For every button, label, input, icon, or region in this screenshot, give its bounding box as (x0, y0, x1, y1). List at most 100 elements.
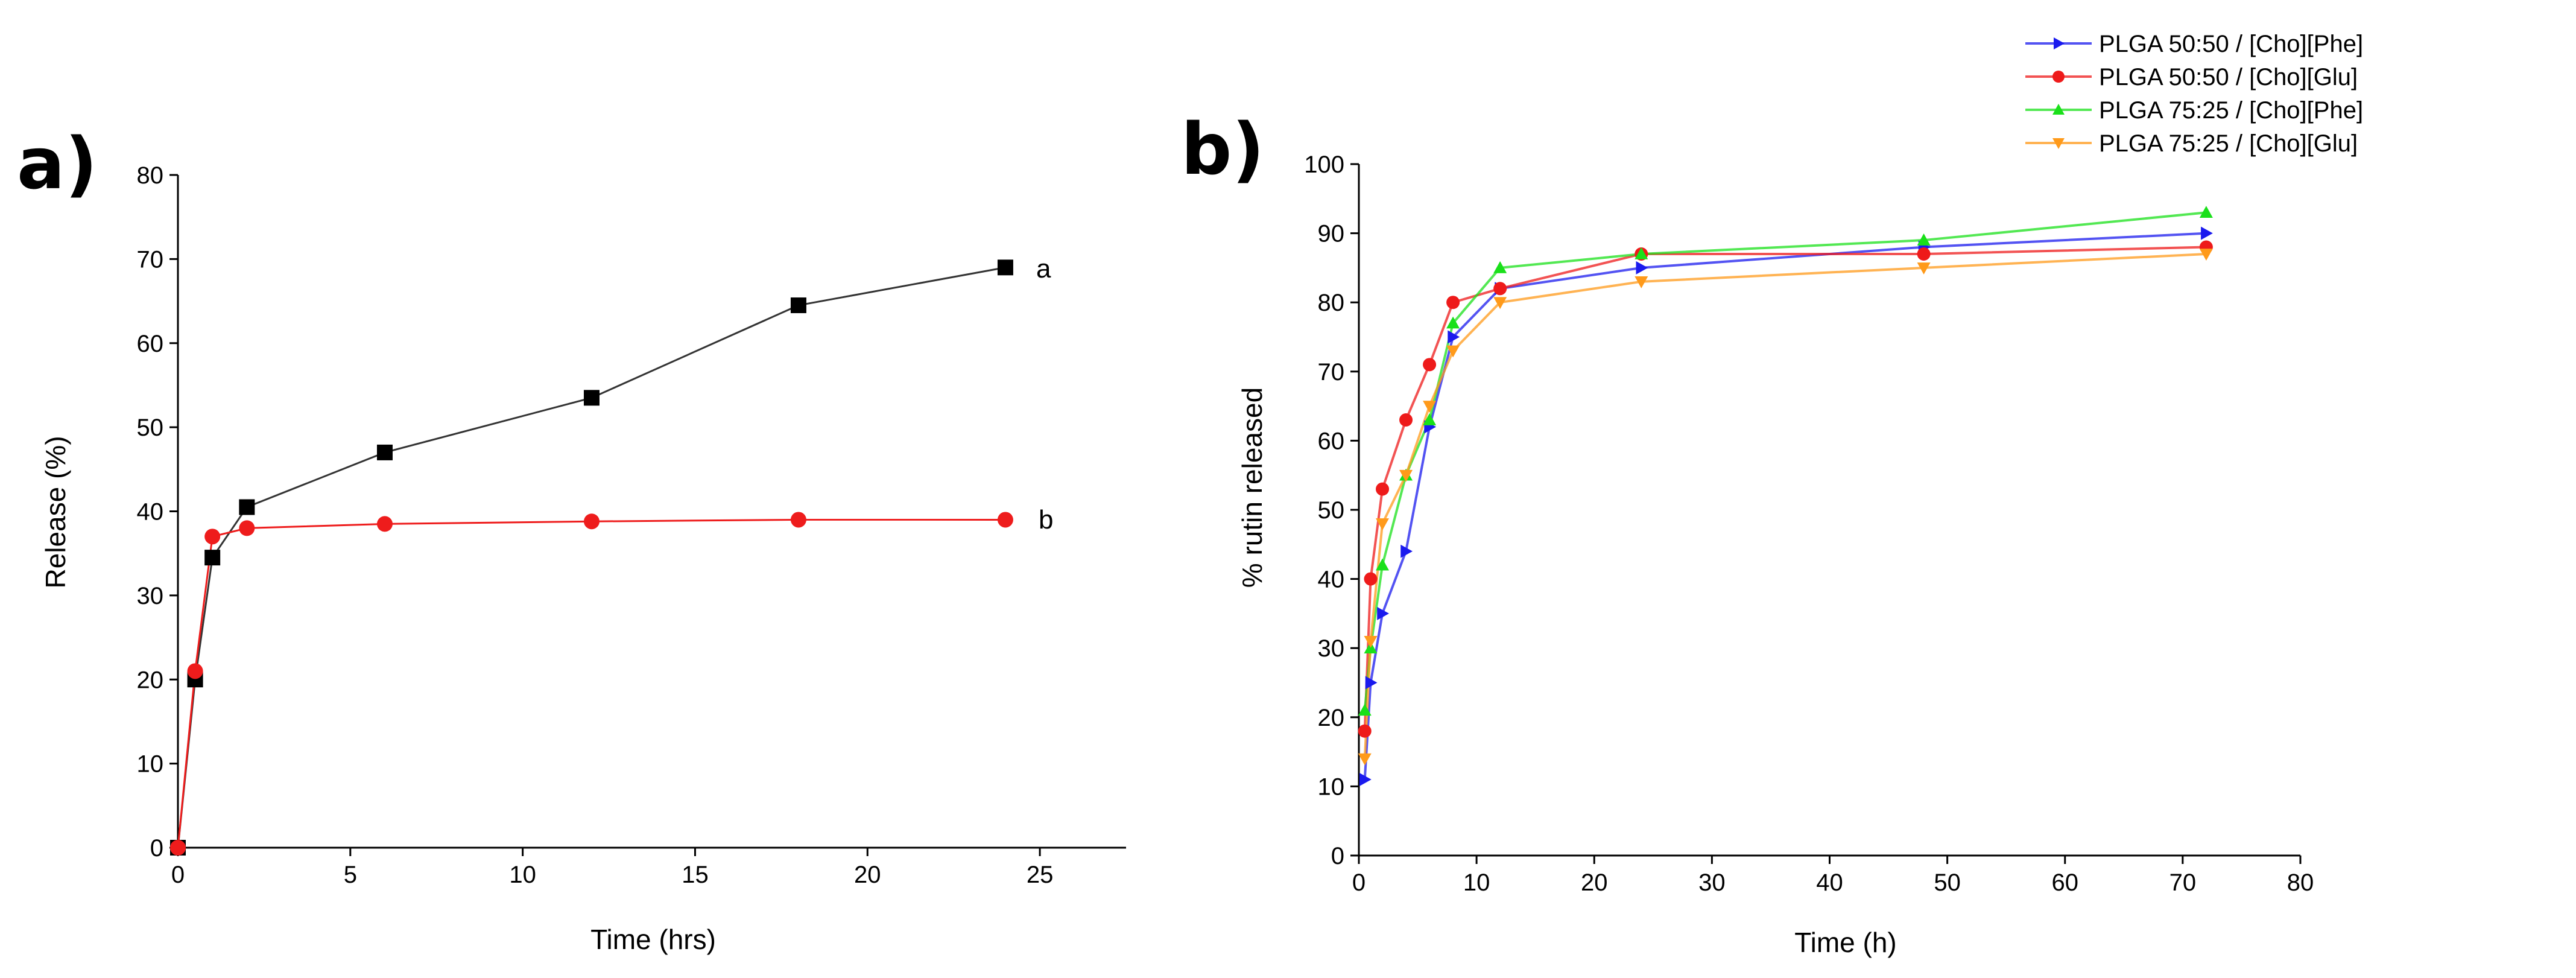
legend-item: PLGA 50:50 / [Cho][Glu] (2025, 64, 2358, 90)
panel-b-chart: b) 0 10 20 30 40 50 60 70 80 0 10 20 30 40 50 60 70 80 90 1… (1181, 31, 2363, 958)
data-point (1364, 572, 1378, 586)
x-tick-label: 30 (1698, 869, 1726, 896)
y-axis-label-a: Release (%) (40, 436, 71, 588)
legend-label: PLGA 75:25 / [Cho][Glu] (2099, 130, 2358, 157)
y-tick-label: 10 (1318, 773, 1345, 800)
series-line-b-1 (1363, 246, 2206, 731)
y-tick-label: 60 (1318, 428, 1345, 454)
series-line-b-3 (1363, 252, 2206, 759)
data-point (1446, 345, 1460, 358)
legend-label: PLGA 75:25 / [Cho][Phe] (2099, 97, 2363, 124)
y-tick-label: 70 (137, 246, 164, 273)
legend-marker (2052, 71, 2065, 83)
y-tick-label: 50 (137, 414, 164, 441)
y-tick-label: 0 (1331, 843, 1344, 869)
data-point (1358, 753, 1372, 766)
x-tick-label: 40 (1816, 869, 1843, 896)
x-tick-label: 80 (2287, 869, 2314, 896)
data-point (1377, 606, 1390, 620)
y-tick-label: 100 (1304, 151, 1344, 178)
x-tick-label: 10 (509, 862, 536, 888)
x-axis-label-a: Time (hrs) (590, 924, 716, 955)
data-point (204, 550, 221, 566)
x-tick-label: 20 (854, 862, 881, 888)
panel-a-chart: a) 0 5 10 15 20 25 0 10 20 30 40 50 60 70 80 Time (hrs… (17, 122, 1126, 955)
data-point (1493, 282, 1507, 296)
data-point (583, 390, 600, 406)
legend-item: PLGA 75:25 / [Cho][Glu] (2025, 130, 2358, 157)
data-point (1423, 413, 1437, 425)
y-tick-label: 90 (1318, 221, 1345, 247)
data-point (1493, 261, 1507, 273)
data-point (170, 840, 186, 856)
x-tick-label: 0 (171, 862, 185, 888)
legend-item: PLGA 50:50 / [Cho][Phe] (2025, 31, 2363, 57)
data-point (2201, 226, 2213, 240)
y-tick-label: 20 (137, 667, 164, 693)
data-point (1635, 276, 1648, 288)
data-point (1365, 676, 1378, 690)
legend-marker (2054, 37, 2065, 49)
data-point (1635, 247, 1648, 259)
y-tick-label: 40 (1318, 567, 1345, 593)
legend-label: PLGA 50:50 / [Cho][Glu] (2099, 64, 2358, 90)
data-point (204, 529, 221, 545)
y-tick-label: 80 (137, 162, 164, 189)
data-point (187, 663, 203, 679)
data-point (790, 297, 806, 314)
data-point (2199, 249, 2213, 261)
data-point (239, 499, 255, 515)
data-point (1493, 297, 1507, 310)
data-point (1446, 316, 1460, 329)
data-point (1358, 724, 1372, 738)
data-point (583, 513, 600, 530)
data-point (1636, 261, 1648, 275)
data-point (1917, 262, 1931, 275)
panel-a-letter: a) (17, 122, 98, 205)
data-point (1376, 518, 1390, 530)
x-tick-label: 10 (1463, 869, 1490, 896)
curve-label-a: a (1036, 254, 1051, 284)
series-line-a-1 (177, 518, 1005, 848)
legend: PLGA 50:50 / [Cho][Phe] PLGA 50:50 / [Cho… (2025, 31, 2363, 157)
data-point (997, 259, 1013, 276)
y-tick-label: 0 (150, 835, 163, 862)
series-line-b-0 (1363, 232, 2206, 780)
data-point (1917, 233, 1931, 246)
data-point (997, 512, 1013, 528)
x-tick-label: 70 (2169, 869, 2197, 896)
y-tick-label: 40 (137, 499, 164, 526)
y-axis-label-b: % rutin released (1236, 387, 1268, 588)
data-point (1359, 772, 1372, 786)
y-tick-label: 80 (1318, 290, 1345, 316)
x-tick-label: 20 (1581, 869, 1608, 896)
data-point (1376, 558, 1390, 571)
y-tick-label: 60 (137, 331, 164, 357)
x-tick-label: 0 (1352, 869, 1366, 896)
x-tick-label: 5 (344, 862, 357, 888)
data-point (239, 520, 255, 536)
data-point (1358, 703, 1372, 716)
series-line-b-2 (1363, 211, 2207, 711)
x-tick-label: 15 (682, 862, 709, 888)
data-point (1917, 247, 1931, 261)
y-tick-label: 20 (1318, 705, 1345, 731)
data-point (790, 512, 806, 528)
y-tick-label: 50 (1318, 497, 1345, 524)
data-point (2199, 206, 2213, 218)
legend-label: PLGA 50:50 / [Cho][Phe] (2099, 31, 2363, 57)
data-point (1399, 469, 1413, 482)
legend-marker (2052, 138, 2065, 149)
series-line-a-0 (177, 266, 1006, 848)
data-point (1399, 413, 1413, 427)
data-point (1446, 296, 1460, 310)
legend-marker (2052, 104, 2065, 115)
data-point (376, 516, 393, 532)
data-point (1423, 358, 1437, 372)
curve-label-b: b (1039, 505, 1053, 535)
y-tick-label: 30 (137, 583, 164, 609)
data-point (376, 444, 393, 460)
data-point (1423, 401, 1437, 413)
legend-item: PLGA 75:25 / [Cho][Phe] (2025, 97, 2363, 124)
